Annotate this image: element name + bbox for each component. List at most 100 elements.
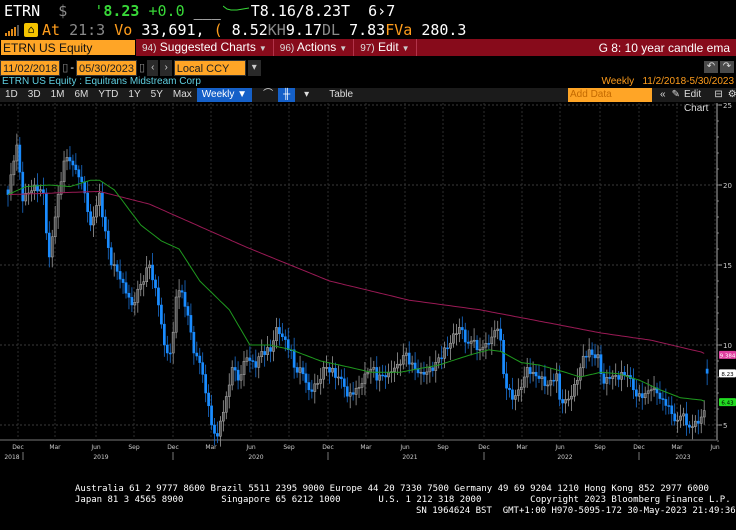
start-date-input[interactable]: 11/02/2018 — [0, 59, 61, 76]
date-range-bar: 11/02/2018 ▯ - 05/30/2023 ▯ ‹ › Local CC… — [0, 59, 261, 76]
candle — [390, 360, 393, 383]
previous-period-button[interactable]: ‹ — [147, 59, 159, 76]
candle — [590, 342, 594, 367]
badge-text: 8.23 — [721, 372, 734, 378]
period-ytd[interactable]: YTD — [98, 89, 119, 100]
next-period-button[interactable]: › — [160, 59, 172, 76]
calendar-icon[interactable]: ▯ — [62, 62, 69, 74]
blank-field: ___ — [193, 2, 221, 20]
period-5y[interactable]: 5Y — [150, 89, 163, 100]
chevron-down-icon[interactable]: ▾ — [247, 59, 261, 76]
candle — [201, 352, 205, 383]
candle-body — [313, 383, 317, 392]
add-data-input[interactable]: Add Data — [568, 88, 652, 102]
candle-body — [233, 367, 237, 371]
gear-icon[interactable]: ⚙ — [727, 89, 736, 100]
candle-body — [171, 331, 175, 354]
period-1m[interactable]: 1M — [50, 89, 65, 100]
candle-body — [511, 389, 514, 400]
currency-select[interactable]: Local CCY — [173, 59, 246, 76]
candle-body — [472, 339, 476, 342]
candle — [230, 360, 234, 391]
candle-body — [340, 376, 343, 380]
actions-menu[interactable]: 96) Actions ▼ — [274, 39, 355, 56]
chart-canvas[interactable]: 5 10 15 20 25 Dec Mar Jun Sep Dec Mar Jun Sep Dec Mar J… — [0, 102, 736, 463]
candle — [171, 321, 175, 364]
candle-body — [257, 356, 261, 368]
x-month-label: Jun — [90, 444, 101, 451]
candle-body — [186, 306, 190, 316]
undo-icon[interactable]: ↶ — [704, 61, 718, 73]
candle-body — [617, 375, 620, 380]
price-chart[interactable]: 5 10 15 20 25 Dec Mar Jun Sep Dec Mar Jun Sep Dec Mar J… — [0, 102, 736, 463]
candle-body — [342, 378, 346, 387]
end-date-input[interactable]: 05/30/2023 — [75, 59, 138, 76]
candle — [322, 360, 325, 389]
collapse-button[interactable]: « — [660, 89, 666, 100]
candle — [189, 303, 193, 340]
period-1d[interactable]: 1D — [5, 89, 18, 100]
low-value: 7.83 — [349, 21, 386, 39]
edit-menu[interactable]: 97) Edit ▼ — [354, 39, 417, 56]
candle — [45, 188, 48, 240]
candle — [531, 361, 535, 382]
candle — [15, 133, 19, 171]
period-6m[interactable]: 6M — [74, 89, 89, 100]
suggested-charts-menu[interactable]: 94) Suggested Charts ▼ — [136, 39, 274, 56]
candle — [216, 421, 219, 444]
candle — [463, 322, 467, 354]
x-year-label: 2021 — [402, 454, 417, 461]
candle-body — [251, 360, 255, 362]
candle — [676, 412, 679, 433]
edit-chart-button[interactable]: Edit Chart — [683, 89, 709, 114]
candle-body — [691, 426, 694, 428]
candle — [393, 361, 396, 382]
candle — [207, 384, 210, 418]
period-3d[interactable]: 3D — [27, 89, 41, 100]
low-label: DL — [321, 21, 341, 39]
candle — [570, 385, 573, 412]
calendar-icon[interactable]: ▯ — [139, 62, 146, 74]
period-1y[interactable]: 1Y — [128, 89, 141, 100]
candle — [65, 149, 69, 171]
candle — [21, 161, 25, 213]
menu-number: 97) — [360, 43, 375, 54]
x-month-label: Dec — [633, 444, 645, 451]
candle — [289, 344, 293, 359]
candle — [596, 345, 600, 368]
chevron-down-icon[interactable]: ▾ — [304, 89, 310, 100]
table-button[interactable]: Table — [329, 89, 354, 100]
candle — [399, 359, 402, 377]
alert-icon[interactable]: ⌂ — [24, 23, 38, 37]
line-chart-icon[interactable]: ⌒ — [263, 89, 274, 100]
candle — [670, 396, 674, 426]
undo-redo: ↶ ↷ — [704, 61, 734, 73]
pencil-icon[interactable]: ✎ — [671, 89, 680, 100]
candle — [33, 177, 36, 200]
candle-body — [351, 392, 355, 395]
candle-body — [47, 232, 51, 258]
redo-icon[interactable]: ↷ — [720, 61, 734, 73]
x-year-label: 2020 — [248, 454, 263, 461]
candle-body — [555, 373, 559, 382]
security-input[interactable]: ETRN US Equity — [0, 39, 136, 56]
candle-body — [702, 410, 706, 418]
candle — [118, 259, 122, 289]
candle-body — [705, 368, 709, 374]
candle — [413, 352, 417, 381]
range-dash: - — [70, 61, 74, 74]
candle — [608, 365, 612, 385]
candle-chart-icon[interactable]: ╫ — [278, 88, 296, 102]
candle-body — [357, 387, 361, 389]
candle — [95, 196, 98, 224]
candle — [186, 302, 190, 326]
frequency-select[interactable]: Weekly ▼ — [196, 88, 253, 102]
time-label: At — [42, 21, 61, 39]
candle-body — [77, 169, 81, 178]
candle-body — [608, 377, 612, 379]
candle-body — [328, 367, 331, 373]
period-max[interactable]: Max — [172, 89, 192, 100]
export-icon[interactable]: ⊟ — [714, 89, 723, 100]
candle-body — [148, 264, 151, 269]
candle-body — [168, 352, 172, 355]
